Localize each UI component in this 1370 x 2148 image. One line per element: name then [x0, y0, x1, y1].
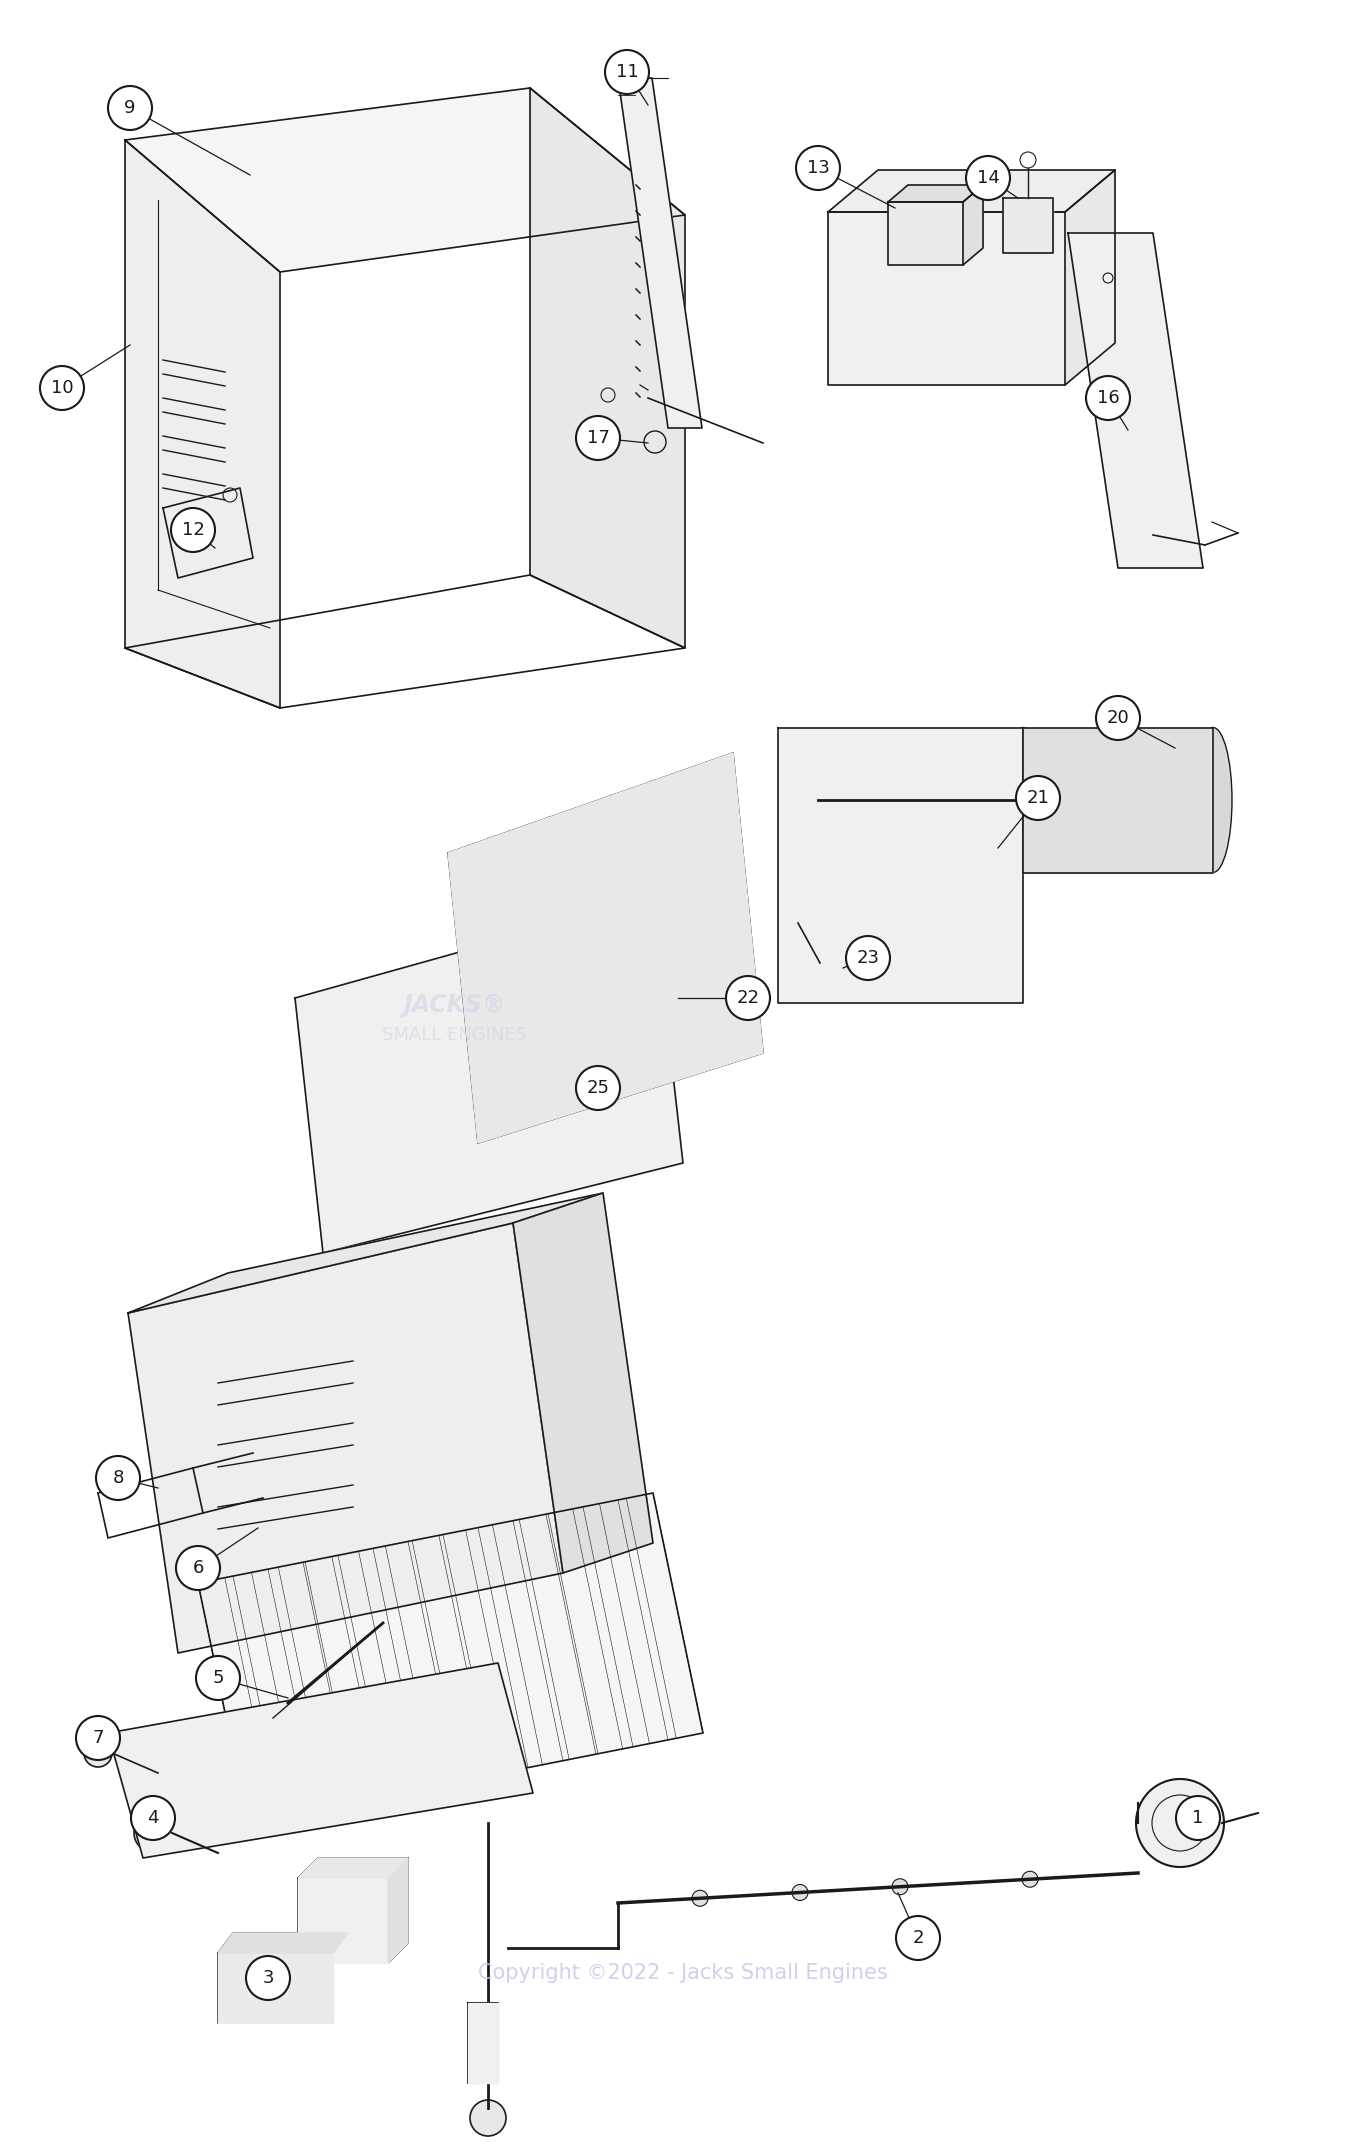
Circle shape — [108, 86, 152, 131]
Polygon shape — [1023, 728, 1212, 872]
Circle shape — [96, 1456, 140, 1499]
Circle shape — [1022, 1871, 1038, 1888]
Text: 1: 1 — [1192, 1809, 1204, 1828]
Text: 8: 8 — [112, 1469, 123, 1486]
Polygon shape — [125, 88, 685, 273]
Polygon shape — [827, 170, 1115, 213]
Polygon shape — [1064, 170, 1115, 384]
Polygon shape — [125, 140, 279, 709]
FancyBboxPatch shape — [818, 958, 870, 990]
Circle shape — [132, 1796, 175, 1841]
Circle shape — [247, 1957, 290, 2000]
Circle shape — [1096, 696, 1140, 741]
Text: 17: 17 — [586, 430, 610, 447]
Circle shape — [796, 146, 840, 189]
Polygon shape — [108, 1663, 533, 1858]
Circle shape — [896, 1916, 940, 1959]
Polygon shape — [530, 88, 685, 649]
Text: 23: 23 — [856, 949, 880, 967]
Polygon shape — [218, 1933, 348, 1953]
Circle shape — [84, 1740, 112, 1768]
Circle shape — [726, 975, 770, 1020]
Polygon shape — [512, 1192, 653, 1572]
Text: 14: 14 — [977, 170, 1000, 187]
Circle shape — [40, 365, 84, 410]
Text: 3: 3 — [262, 1970, 274, 1987]
Text: 16: 16 — [1096, 389, 1119, 406]
Ellipse shape — [1195, 728, 1232, 872]
Circle shape — [75, 1716, 121, 1759]
Polygon shape — [1069, 232, 1203, 567]
Circle shape — [575, 1065, 621, 1111]
Polygon shape — [295, 898, 684, 1252]
Polygon shape — [888, 202, 963, 264]
Text: 10: 10 — [51, 378, 74, 397]
Text: 21: 21 — [1026, 788, 1049, 808]
Polygon shape — [127, 1192, 603, 1312]
Text: Copyright ©2022 - Jacks Small Engines: Copyright ©2022 - Jacks Small Engines — [478, 1963, 888, 1983]
Polygon shape — [778, 728, 1023, 1003]
Text: 13: 13 — [807, 159, 829, 176]
Polygon shape — [963, 185, 984, 264]
Text: 20: 20 — [1107, 709, 1129, 726]
Circle shape — [196, 1656, 240, 1699]
Polygon shape — [388, 1858, 408, 1963]
Polygon shape — [469, 2002, 499, 2084]
Polygon shape — [199, 1493, 703, 1824]
Circle shape — [447, 1031, 530, 1115]
Text: 4: 4 — [147, 1809, 159, 1828]
Circle shape — [134, 1815, 173, 1852]
Text: 5: 5 — [212, 1669, 223, 1686]
Polygon shape — [127, 1222, 563, 1654]
Circle shape — [966, 157, 1010, 200]
Circle shape — [606, 49, 649, 95]
Text: SMALL ENGINES: SMALL ENGINES — [382, 1027, 527, 1044]
Text: 6: 6 — [192, 1559, 204, 1577]
Polygon shape — [1003, 198, 1054, 253]
Text: 25: 25 — [586, 1078, 610, 1098]
Circle shape — [1136, 1779, 1223, 1867]
Text: 12: 12 — [182, 522, 204, 539]
Polygon shape — [299, 1877, 388, 1963]
Ellipse shape — [1004, 728, 1043, 872]
Circle shape — [847, 937, 890, 979]
Text: 22: 22 — [737, 988, 759, 1007]
Circle shape — [892, 1880, 908, 1895]
Circle shape — [249, 1970, 297, 2017]
Polygon shape — [299, 1858, 408, 1877]
Text: 9: 9 — [125, 99, 136, 116]
Circle shape — [470, 2101, 506, 2135]
Polygon shape — [448, 754, 763, 1143]
Text: JACKS®: JACKS® — [404, 992, 507, 1016]
Circle shape — [575, 417, 621, 460]
Circle shape — [692, 1890, 708, 1905]
Polygon shape — [218, 1953, 333, 2023]
Circle shape — [175, 1547, 221, 1590]
Polygon shape — [827, 213, 1064, 384]
Text: 11: 11 — [615, 62, 638, 82]
Circle shape — [792, 1884, 808, 1901]
Circle shape — [171, 507, 215, 552]
Text: 7: 7 — [92, 1729, 104, 1746]
Polygon shape — [888, 185, 984, 202]
Polygon shape — [618, 77, 701, 427]
Text: 2: 2 — [912, 1929, 923, 1946]
Circle shape — [1017, 775, 1060, 821]
Circle shape — [1175, 1796, 1221, 1841]
Circle shape — [838, 806, 962, 930]
Circle shape — [1086, 376, 1130, 421]
